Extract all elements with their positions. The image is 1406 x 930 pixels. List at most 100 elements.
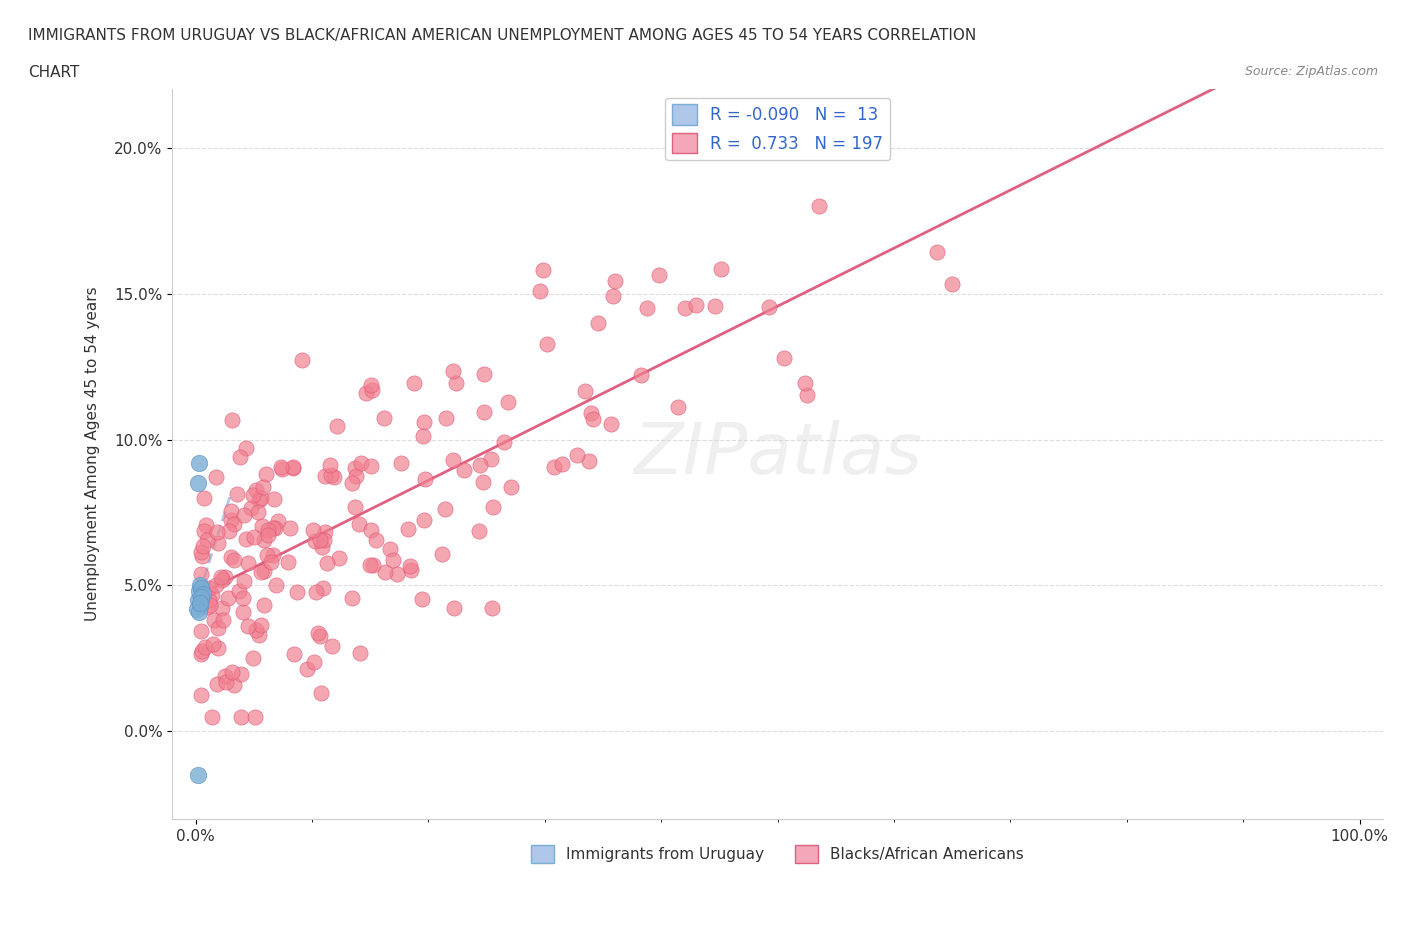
- Point: [188, 604, 211, 619]
- Point: [224, 552, 246, 567]
- Point: [531, 263, 554, 278]
- Point: [207, 620, 229, 635]
- Point: [360, 378, 382, 392]
- Point: [218, 524, 240, 538]
- Point: [221, 413, 243, 428]
- Point: [207, 536, 229, 551]
- Point: [264, 578, 287, 592]
- Point: [636, 301, 658, 316]
- Point: [399, 563, 422, 578]
- Point: [703, 299, 725, 313]
- Point: [187, 767, 209, 782]
- Point: [249, 491, 271, 506]
- Point: [190, 594, 212, 609]
- Point: [190, 623, 212, 638]
- Point: [209, 570, 232, 585]
- Point: [211, 572, 233, 587]
- Point: [191, 538, 214, 553]
- Point: [262, 521, 284, 536]
- Point: [472, 474, 495, 489]
- Point: [385, 567, 408, 582]
- Point: [380, 541, 402, 556]
- Point: [794, 376, 817, 391]
- Point: [188, 584, 211, 599]
- Point: [314, 525, 336, 539]
- Point: [219, 550, 242, 565]
- Point: [191, 587, 214, 602]
- Point: [328, 551, 350, 565]
- Point: [229, 667, 252, 682]
- Point: [245, 623, 267, 638]
- Point: [443, 601, 465, 616]
- Point: [252, 479, 274, 494]
- Point: [253, 564, 276, 578]
- Point: [190, 581, 212, 596]
- Point: [412, 512, 434, 527]
- Point: [270, 461, 292, 476]
- Point: [402, 376, 425, 391]
- Point: [342, 591, 364, 605]
- Point: [201, 637, 224, 652]
- Point: [245, 710, 267, 724]
- Legend: Immigrants from Uruguay, Blacks/African Americans: Immigrants from Uruguay, Blacks/African …: [526, 839, 1031, 870]
- Point: [214, 570, 236, 585]
- Point: [354, 385, 377, 400]
- Point: [374, 565, 396, 579]
- Point: [343, 461, 366, 476]
- Point: [188, 456, 211, 471]
- Point: [389, 456, 412, 471]
- Point: [252, 519, 274, 534]
- Point: [326, 418, 349, 433]
- Point: [236, 618, 259, 633]
- Point: [579, 405, 602, 420]
- Point: [215, 674, 238, 689]
- Point: [773, 350, 796, 365]
- Point: [382, 552, 405, 567]
- Point: [311, 539, 333, 554]
- Point: [796, 387, 818, 402]
- Point: [441, 364, 464, 379]
- Point: [186, 602, 208, 617]
- Point: [283, 647, 305, 662]
- Point: [201, 710, 224, 724]
- Point: [444, 375, 467, 390]
- Point: [343, 499, 366, 514]
- Point: [666, 399, 689, 414]
- Point: [340, 475, 363, 490]
- Point: [221, 664, 243, 679]
- Point: [195, 600, 218, 615]
- Point: [222, 517, 245, 532]
- Point: [247, 505, 270, 520]
- Point: [603, 273, 626, 288]
- Point: [360, 523, 382, 538]
- Point: [195, 517, 218, 532]
- Point: [685, 298, 707, 312]
- Point: [270, 459, 292, 474]
- Point: [413, 414, 436, 429]
- Point: [193, 524, 215, 538]
- Point: [219, 513, 242, 528]
- Point: [396, 522, 419, 537]
- Point: [204, 470, 226, 485]
- Point: [190, 567, 212, 582]
- Point: [226, 486, 249, 501]
- Point: [434, 411, 457, 426]
- Point: [266, 514, 288, 529]
- Point: [304, 655, 326, 670]
- Point: [214, 669, 236, 684]
- Point: [242, 487, 264, 502]
- Point: [195, 532, 218, 547]
- Point: [198, 581, 221, 596]
- Point: [229, 450, 252, 465]
- Point: [925, 245, 948, 259]
- Point: [236, 555, 259, 570]
- Point: [212, 613, 235, 628]
- Point: [536, 337, 558, 352]
- Point: [302, 523, 325, 538]
- Point: [361, 557, 384, 572]
- Point: [247, 628, 270, 643]
- Point: [710, 261, 733, 276]
- Point: [312, 532, 335, 547]
- Point: [201, 587, 224, 602]
- Point: [316, 555, 339, 570]
